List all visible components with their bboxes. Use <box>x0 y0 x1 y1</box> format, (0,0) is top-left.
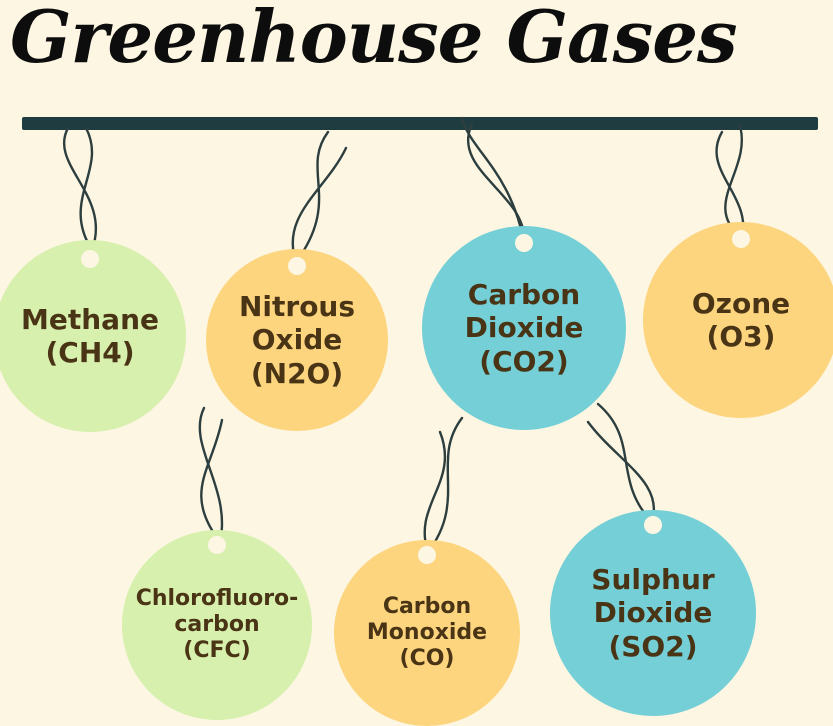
gas-formula: (CH4) <box>45 336 135 369</box>
gas-formula: (CO2) <box>479 344 569 378</box>
gas-label-line: Oxide <box>251 323 343 357</box>
string-nitrous <box>294 130 330 264</box>
page-title: Greenhouse Gases <box>10 0 738 79</box>
gas-circle-methane: Methane (CH4) <box>0 240 186 432</box>
gas-formula: (N2O) <box>250 356 344 390</box>
gas-formula: (CO) <box>399 645 455 671</box>
gas-label-line: Nitrous <box>238 290 356 324</box>
tag-hole <box>81 250 99 268</box>
gas-label-line: Carbon <box>467 278 581 312</box>
tag-hole <box>732 230 750 248</box>
tag-hole <box>644 516 662 534</box>
string-so2 <box>596 402 654 524</box>
tag-hole <box>515 234 533 252</box>
tag-hole <box>288 257 306 275</box>
gas-circle-carbon-dioxide: Carbon Dioxide (CO2) <box>422 226 626 430</box>
string-cfc <box>198 406 224 544</box>
string-methane <box>62 126 98 252</box>
gas-label-line: Ozone <box>691 286 791 320</box>
string-methane-2 <box>79 126 94 252</box>
gas-formula: (CFC) <box>183 637 251 663</box>
gas-formula: (O3) <box>706 320 776 353</box>
gas-label-line: Sulphur <box>591 563 715 597</box>
string-co-2 <box>423 430 447 554</box>
gas-label-line: Methane <box>21 302 159 336</box>
gas-circle-ozone: Ozone (O3) <box>643 222 833 418</box>
gas-circle-nitrous-oxide: Nitrous Oxide (N2O) <box>206 249 388 431</box>
tag-hole <box>208 536 226 554</box>
gas-circle-carbon-monoxide: Carbon Monoxide (CO) <box>334 540 520 726</box>
gas-label-line: carbon <box>174 612 260 638</box>
gas-label-line: Carbon <box>382 594 472 620</box>
string-nitrous-2 <box>291 146 348 264</box>
hanging-bar <box>22 117 818 130</box>
gas-label-line: Monoxide <box>366 620 488 646</box>
string-so2-2 <box>586 420 656 524</box>
gas-label-line: Chlorofluoro- <box>135 586 299 612</box>
gas-circle-cfc: Chlorofluoro- carbon (CFC) <box>122 530 312 720</box>
gas-circle-sulphur-dioxide: Sulphur Dioxide (SO2) <box>550 510 756 716</box>
string-cfc-2 <box>200 418 224 544</box>
tag-hole <box>418 546 436 564</box>
gas-label-line: Dioxide <box>593 596 713 630</box>
gas-label-line: Dioxide <box>464 311 584 345</box>
string-co2 <box>460 116 526 244</box>
gas-formula: (SO2) <box>608 629 698 663</box>
string-co2-2 <box>466 122 526 244</box>
string-co <box>426 416 464 554</box>
